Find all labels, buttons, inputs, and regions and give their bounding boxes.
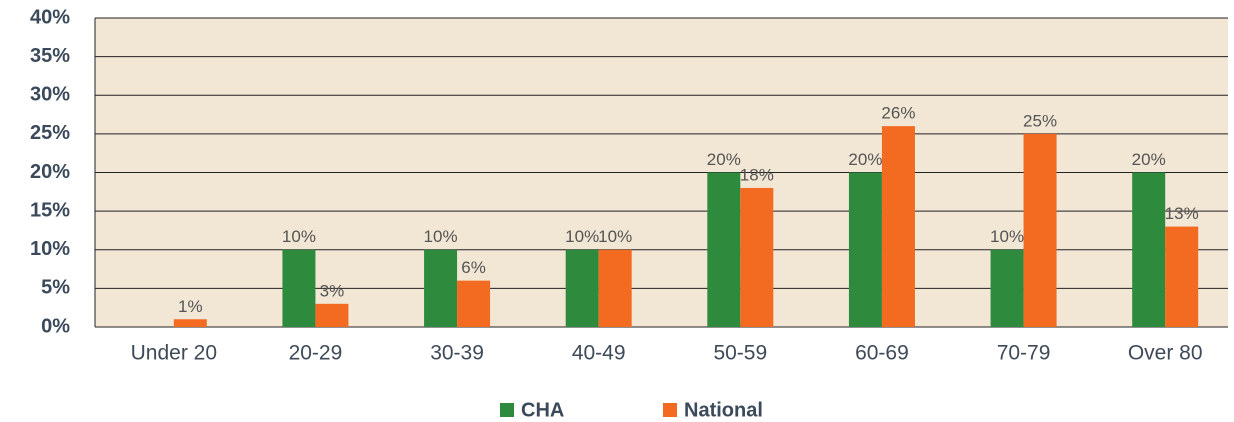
data-label: 18%	[740, 165, 774, 184]
data-label: 20%	[848, 150, 882, 169]
bar	[1023, 133, 1057, 327]
bar	[1132, 172, 1166, 327]
y-tick-label: 15%	[30, 199, 70, 221]
y-tick-label: 35%	[30, 45, 70, 67]
data-label: 10%	[565, 227, 599, 246]
x-tick-label: 70-79	[997, 342, 1051, 365]
bar	[282, 249, 316, 327]
y-tick-label: 30%	[30, 84, 70, 106]
bar	[707, 172, 741, 327]
data-label: 3%	[320, 281, 345, 300]
bar	[598, 249, 632, 327]
data-label: 10%	[598, 227, 632, 246]
data-label: 10%	[990, 227, 1024, 246]
data-label: 6%	[461, 258, 486, 277]
x-tick-label: 60-69	[855, 342, 909, 365]
y-tick-label: 40%	[30, 6, 70, 28]
data-label: 13%	[1165, 204, 1199, 223]
legend-label: CHA	[521, 399, 564, 421]
data-label: 26%	[881, 104, 915, 123]
data-label: 10%	[424, 227, 458, 246]
bar	[173, 319, 207, 327]
bar	[457, 280, 491, 327]
bar	[881, 126, 915, 328]
data-label: 20%	[1132, 150, 1166, 169]
data-label: 10%	[282, 227, 316, 246]
bar	[565, 249, 599, 327]
y-tick-label: 10%	[30, 238, 70, 260]
y-tick-label: 25%	[30, 122, 70, 144]
data-label: 25%	[1023, 111, 1057, 130]
bar	[990, 249, 1024, 327]
bar	[740, 187, 774, 327]
x-tick-label: Over 80	[1128, 342, 1203, 365]
y-tick-label: 5%	[41, 277, 70, 299]
data-label: 1%	[178, 297, 203, 316]
x-tick-label: 40-49	[572, 342, 626, 365]
bar	[315, 303, 349, 327]
bar	[424, 249, 458, 327]
y-tick-label: 0%	[41, 315, 70, 337]
legend-label: National	[684, 399, 763, 421]
legend-swatch	[500, 403, 514, 417]
bar	[848, 172, 882, 327]
legend-swatch	[663, 403, 677, 417]
bar	[1165, 226, 1199, 327]
y-tick-label: 20%	[30, 161, 70, 183]
x-tick-label: Under 20	[131, 342, 217, 365]
x-tick-label: 50-59	[713, 342, 767, 365]
x-tick-label: 20-29	[289, 342, 343, 365]
data-label: 20%	[707, 150, 741, 169]
x-tick-label: 30-39	[430, 342, 484, 365]
